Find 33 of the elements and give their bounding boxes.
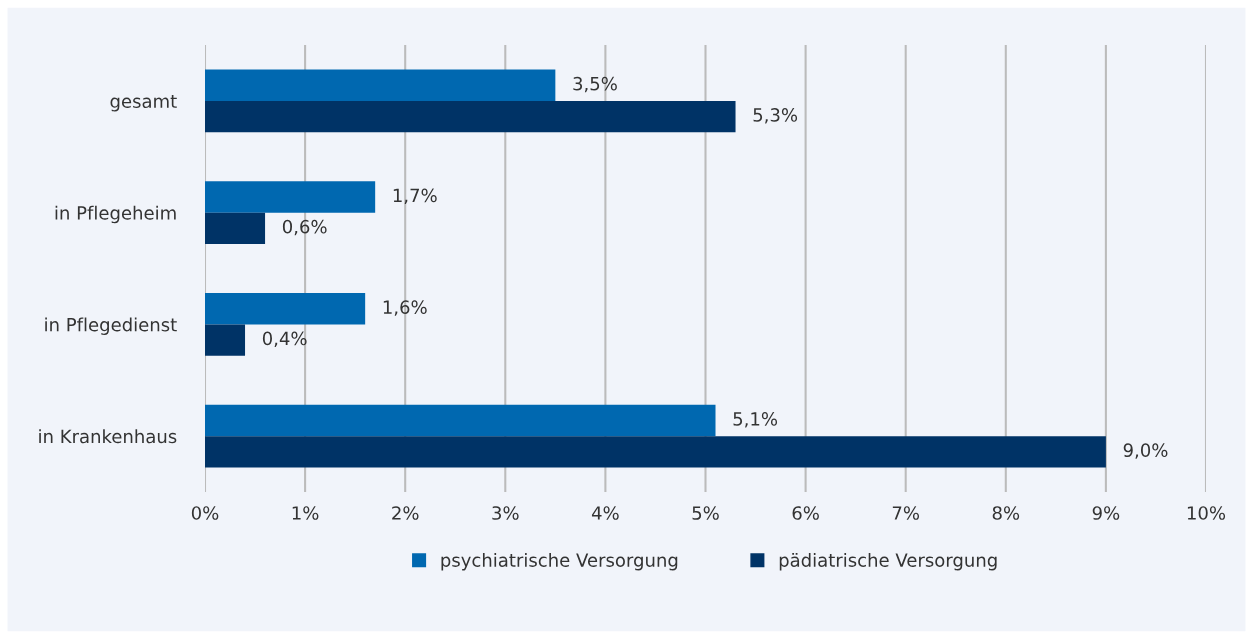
- data-label: 1,7%: [393, 188, 437, 205]
- y-tick-label: in Krankenhaus: [39, 429, 177, 444]
- bar: [205, 212, 266, 244]
- y-tick-label: in Pflegeheim: [55, 205, 176, 224]
- data-label: 3,5%: [573, 76, 617, 93]
- legend-label: psychiatrische Versorgung: [441, 552, 678, 571]
- y-tick-label: in Pflegedienst: [45, 317, 177, 335]
- bar: [205, 436, 1106, 468]
- x-tick-label: 7%: [892, 506, 920, 520]
- x-tick-label: 3%: [492, 506, 519, 520]
- x-tick-label: 9%: [1092, 506, 1120, 520]
- y-tick-label: gesamt: [110, 95, 177, 112]
- bar: [205, 100, 736, 133]
- x-tick-label: 10%: [1187, 506, 1226, 520]
- data-label: 1,6%: [383, 300, 427, 316]
- bar: [205, 293, 366, 325]
- x-tick-label: 8%: [992, 506, 1020, 520]
- legend-label: pädiatrische Versorgung: [779, 552, 997, 571]
- x-tick-label: 4%: [591, 506, 619, 520]
- bar: [205, 404, 716, 437]
- data-label: 0,4%: [262, 331, 307, 348]
- data-label: 9,0%: [1123, 443, 1168, 459]
- x-tick-label: 5%: [692, 506, 719, 520]
- data-label: 5,3%: [753, 108, 798, 124]
- bar: [205, 324, 246, 356]
- data-label: 5,1%: [733, 412, 778, 428]
- x-tick-label: 6%: [792, 506, 819, 520]
- x-tick-label: 2%: [392, 506, 419, 520]
- x-tick-label: 0%: [191, 506, 219, 520]
- bar: [205, 181, 376, 213]
- data-label: 0,6%: [282, 219, 327, 236]
- x-tick-label: 1%: [292, 506, 319, 520]
- bar: [205, 69, 556, 101]
